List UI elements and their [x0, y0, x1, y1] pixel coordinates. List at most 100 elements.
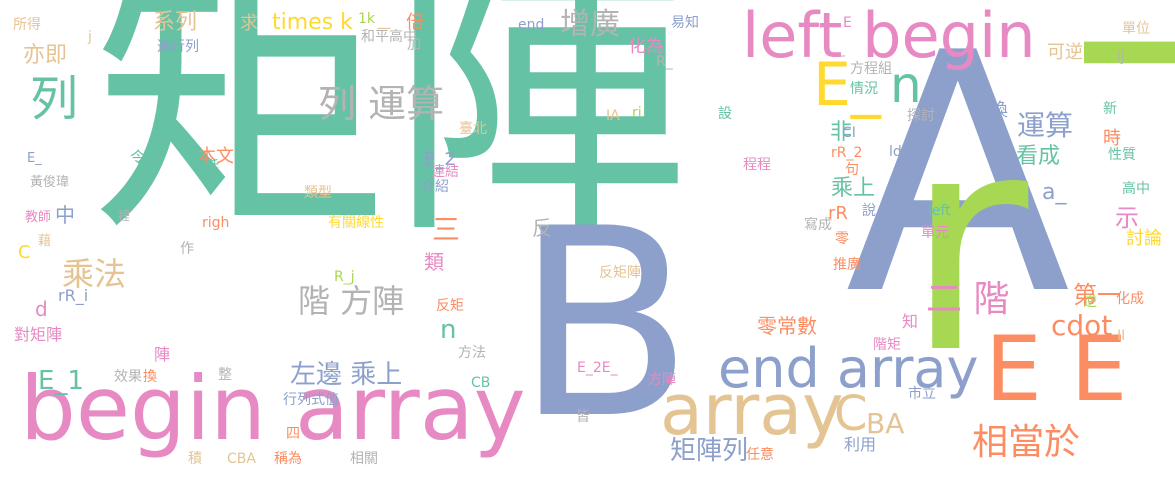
cloud-word: 陣: [154, 345, 171, 364]
cloud-word: E_: [27, 151, 42, 166]
cloud-word: 裡: [118, 209, 131, 223]
cloud-word: 化成: [1116, 291, 1144, 307]
cloud-word: 化為: [628, 36, 664, 57]
cloud-word: 設: [718, 106, 732, 122]
cloud-word: 積: [188, 451, 202, 467]
cloud-word: 市立: [908, 386, 936, 402]
cloud-word: 單元: [921, 225, 949, 241]
cloud-word: 反矩陣: [599, 265, 641, 281]
cloud-word: 階矩: [873, 337, 901, 353]
cloud-word: rR_i: [58, 286, 89, 305]
cloud-word: 黃俊瑋: [30, 175, 70, 190]
cloud-word: cdot: [1051, 309, 1113, 342]
cloud-word: E_2E_: [577, 360, 618, 376]
cloud-word: rR_2: [831, 145, 863, 161]
cloud-word: CBA: [227, 451, 256, 467]
cloud-word: 相當於: [972, 422, 1081, 463]
cloud-word: 利用: [844, 435, 877, 454]
cloud-word: B: [515, 174, 694, 476]
cloud-word: 知: [902, 312, 919, 331]
cloud-word: end: [518, 17, 545, 33]
cloud-word: 皆: [576, 409, 590, 425]
cloud-word: E_1: [38, 366, 84, 396]
cloud-word: righ: [202, 215, 230, 231]
cloud-word: 程程: [743, 157, 771, 173]
cloud-word: 相關: [350, 451, 378, 467]
cloud-word: n: [440, 315, 457, 345]
cloud-word: 討論: [1126, 228, 1162, 249]
cloud-word: C: [18, 242, 31, 263]
cloud-word: 可逆: [1047, 42, 1083, 63]
cloud-word: BA: [866, 407, 905, 440]
cloud-word: 臺北: [459, 121, 487, 137]
cloud-word: left: [928, 203, 951, 219]
cloud-word: 所得: [13, 17, 41, 33]
cloud-word: 求: [240, 13, 258, 34]
cloud-word: 非: [830, 120, 853, 145]
cloud-word: 單位: [1122, 21, 1150, 37]
cloud-word: 和平高中: [361, 29, 417, 45]
cloud-word: 說: [862, 203, 876, 219]
cloud-word: 互換: [972, 100, 1008, 121]
cloud-word: 一: [377, 22, 391, 38]
cloud-word: 乘上: [831, 176, 876, 201]
cloud-word: n: [890, 56, 922, 114]
cloud-word: 藉: [38, 234, 52, 249]
cloud-word: 整: [218, 367, 232, 383]
cloud-word: 介紹: [421, 179, 449, 195]
cloud-word: E_: [813, 50, 881, 120]
cloud-word: 零: [835, 231, 849, 247]
cloud-word: II: [1117, 328, 1126, 344]
cloud-word: j: [88, 29, 92, 45]
cloud-word: 運算: [1017, 109, 1074, 142]
cloud-word: 矩陣列: [670, 436, 749, 466]
cloud-word: 話: [205, 159, 219, 175]
cloud-word: 看成: [1016, 144, 1061, 169]
cloud-word: 易知: [671, 15, 699, 31]
cloud-word: 加: [407, 37, 421, 53]
cloud-word: 效果: [114, 369, 142, 385]
cloud-word: 有關線性: [328, 215, 384, 231]
cloud-word: 性質: [1108, 147, 1136, 163]
cloud-word: array: [660, 369, 844, 451]
cloud-word: 倍: [406, 12, 424, 33]
cloud-word: 推廣: [833, 257, 861, 273]
cloud-word: ldots: [889, 144, 924, 160]
cloud-word: 逆: [1083, 294, 1097, 310]
cloud-word: d: [35, 297, 48, 321]
cloud-word: 三: [432, 213, 461, 246]
cloud-word: E: [843, 15, 852, 31]
cloud-word: 對矩陣: [14, 325, 63, 344]
cloud-word: 方陣: [648, 372, 676, 388]
cloud-word: 探討: [907, 108, 935, 124]
cloud-word: 方法: [458, 345, 486, 361]
cloud-word: 示: [1115, 204, 1139, 232]
cloud-word: 類: [424, 250, 444, 274]
cloud-word: IA: [606, 108, 620, 124]
cloud-word: 本文: [198, 146, 234, 167]
cloud-word: ri: [632, 105, 642, 121]
cloud-word: 系列: [153, 10, 198, 35]
cloud-word: 列: [30, 71, 79, 127]
cloud-word: begin: [20, 357, 267, 460]
cloud-word: 1k: [358, 11, 376, 27]
cloud-word: 二 階: [926, 279, 1010, 320]
cloud-word: 令: [130, 148, 147, 167]
cloud-word: 中: [55, 203, 75, 227]
cloud-word: 反: [532, 216, 552, 240]
cloud-word: 行列式值: [283, 392, 339, 408]
cloud-word: C: [834, 386, 868, 442]
cloud-word: 任意: [746, 447, 774, 463]
cloud-word: 階 方陣: [298, 282, 405, 320]
cloud-word: 反矩: [436, 298, 464, 314]
cloud-word: r: [905, 70, 1029, 419]
cloud-word: E_2: [424, 149, 456, 170]
cloud-word: 作: [180, 241, 194, 257]
cloud-word: array: [295, 357, 526, 460]
cloud-word: R_j: [334, 269, 355, 285]
cloud-word: 進行列: [157, 39, 199, 55]
cloud-word: ij: [1117, 49, 1125, 65]
cloud-word: 寫成: [804, 217, 832, 233]
cloud-word: R_: [656, 54, 673, 70]
cloud-word: CI: [842, 125, 856, 141]
